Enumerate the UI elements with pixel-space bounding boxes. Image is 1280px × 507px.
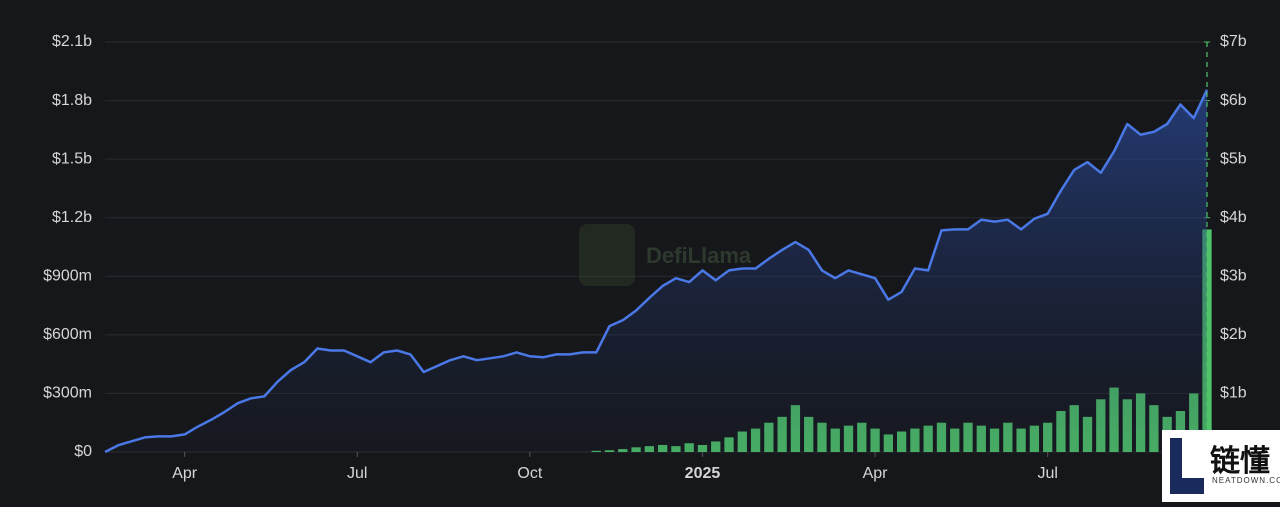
- y-tick-label: $1.2b: [52, 209, 92, 226]
- x-tick-label: Jul: [1037, 465, 1057, 482]
- y-tick-label: $2.1b: [52, 33, 92, 50]
- area: [105, 89, 1207, 453]
- y2-tick-label: $7b: [1220, 33, 1247, 50]
- badge-icon: [1170, 438, 1204, 494]
- line: [104, 89, 1209, 454]
- x-tick-label: Apr: [172, 465, 198, 482]
- x-tick-label: Oct: [517, 465, 542, 482]
- x-tick-label: 2025: [685, 465, 721, 482]
- badge-subtitle: NEATDOWN.COM: [1212, 476, 1280, 485]
- y2-tick-label: $6b: [1220, 92, 1247, 109]
- y2-tick-label: $3b: [1220, 268, 1247, 285]
- y-tick-label: $1.8b: [52, 92, 92, 109]
- y2-tick-label: $1b: [1220, 385, 1247, 402]
- x-tick-label: Apr: [863, 465, 889, 482]
- y2-tick-label: $5b: [1220, 150, 1247, 167]
- x-tick-label: Jul: [347, 465, 367, 482]
- y-tick-label: $1.5b: [52, 150, 92, 167]
- watermark-logo: [579, 224, 635, 286]
- y-tick-label: $900m: [43, 268, 92, 285]
- watermark: DefiLlama: [646, 243, 752, 268]
- y2-tick-label: $2b: [1220, 326, 1247, 343]
- y2-tick-label: $4b: [1220, 209, 1247, 226]
- badge-title: 链懂: [1210, 445, 1270, 478]
- y-tick-label: $600m: [43, 326, 92, 343]
- badge: 链懂 NEATDOWN.COM: [1162, 430, 1280, 502]
- y-tick-label: $0: [74, 443, 92, 460]
- y-tick-label: $300m: [43, 385, 92, 402]
- watermark-group: DefiLlama: [579, 224, 752, 286]
